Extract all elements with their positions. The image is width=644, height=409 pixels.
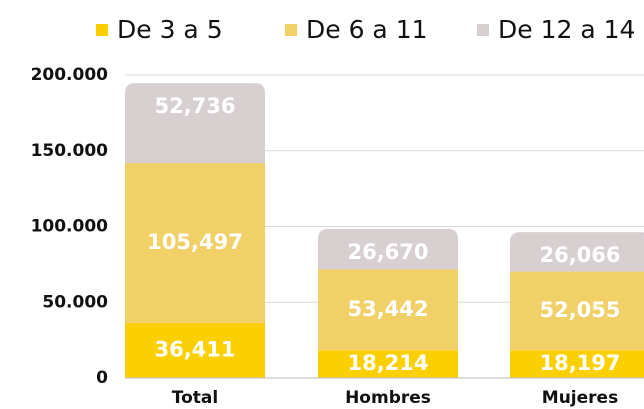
x-tick-label: Total bbox=[172, 388, 218, 408]
value-label: 36,411 bbox=[154, 337, 235, 361]
legend-swatch bbox=[477, 24, 489, 36]
bar-segment bbox=[125, 163, 265, 323]
value-label: 52,055 bbox=[539, 298, 620, 322]
y-tick-label: 200.000 bbox=[31, 65, 109, 85]
x-tick-label: Hombres bbox=[345, 388, 431, 408]
legend-swatch bbox=[96, 24, 108, 36]
legend-label: De 3 a 5 bbox=[117, 15, 223, 44]
bar-segment bbox=[318, 350, 458, 378]
y-tick-label: 50.000 bbox=[42, 292, 108, 312]
value-label: 26,670 bbox=[347, 240, 428, 264]
bar-segment bbox=[125, 322, 265, 378]
legend-label: De 12 a 14 bbox=[498, 15, 635, 44]
bar-segment bbox=[125, 83, 265, 164]
value-label: 18,214 bbox=[347, 351, 428, 375]
bar-segment bbox=[510, 350, 644, 378]
value-label: 105,497 bbox=[147, 230, 243, 254]
bar-segment bbox=[510, 232, 644, 272]
value-label: 52,736 bbox=[154, 94, 235, 118]
y-tick-label: 100.000 bbox=[31, 217, 109, 237]
value-label: 18,197 bbox=[539, 351, 620, 375]
y-tick-label: 0 bbox=[96, 368, 108, 388]
x-tick-label: Mujeres bbox=[542, 388, 618, 408]
bar-segment bbox=[318, 229, 458, 270]
legend-swatch bbox=[285, 24, 297, 36]
bar-segment bbox=[318, 269, 458, 351]
bar-segment bbox=[510, 271, 644, 351]
y-tick-label: 150.000 bbox=[31, 141, 109, 161]
value-label: 53,442 bbox=[347, 297, 428, 321]
legend-label: De 6 a 11 bbox=[306, 15, 428, 44]
value-label: 26,066 bbox=[539, 243, 620, 267]
